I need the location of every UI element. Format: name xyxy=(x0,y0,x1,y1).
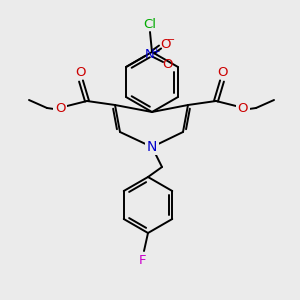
Text: F: F xyxy=(138,254,146,266)
Text: −: − xyxy=(167,35,175,45)
Text: O: O xyxy=(217,67,227,80)
Text: N: N xyxy=(147,140,157,154)
Text: +: + xyxy=(152,46,160,56)
Text: O: O xyxy=(55,101,65,115)
Text: O: O xyxy=(238,101,248,115)
Text: Cl: Cl xyxy=(143,17,157,31)
Text: O: O xyxy=(162,58,172,70)
Text: N: N xyxy=(145,49,155,62)
Text: O: O xyxy=(160,38,170,50)
Text: O: O xyxy=(76,67,86,80)
